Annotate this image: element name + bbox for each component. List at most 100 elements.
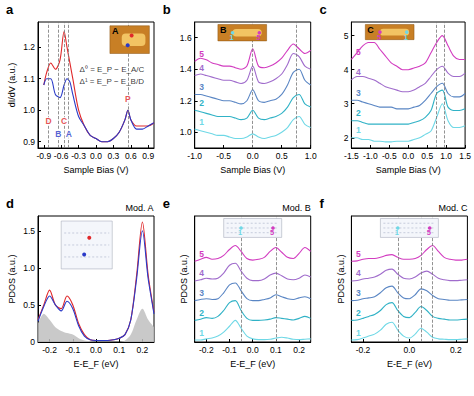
svg-text:1: 1 xyxy=(356,125,361,135)
svg-text:4: 4 xyxy=(356,67,361,77)
svg-text:2: 2 xyxy=(356,308,361,318)
svg-text:1.5: 1.5 xyxy=(23,226,35,236)
svg-text:0.0: 0.0 xyxy=(247,151,259,161)
svg-text:1.0: 1.0 xyxy=(440,151,452,161)
svg-text:-0.6: -0.6 xyxy=(54,151,69,161)
svg-text:dI/dV (a.u.): dI/dV (a.u.) xyxy=(7,63,17,108)
svg-text:0.2: 0.2 xyxy=(136,345,148,355)
svg-text:1.0: 1.0 xyxy=(23,263,35,273)
svg-text:1.4: 1.4 xyxy=(180,64,192,74)
svg-text:0.0: 0.0 xyxy=(403,345,415,355)
svg-text:0: 0 xyxy=(30,337,35,347)
svg-text:0.5: 0.5 xyxy=(421,151,433,161)
svg-text:Sample Bias (V): Sample Bias (V) xyxy=(376,165,441,175)
svg-text:5: 5 xyxy=(377,33,381,42)
svg-text:0.0: 0.0 xyxy=(90,151,102,161)
svg-text:C: C xyxy=(61,116,67,126)
svg-text:1.0: 1.0 xyxy=(23,105,35,115)
svg-text:1.2: 1.2 xyxy=(23,42,35,52)
svg-text:0.6: 0.6 xyxy=(125,151,137,161)
svg-text:0.5: 0.5 xyxy=(276,151,288,161)
svg-text:PDOS (a.u.): PDOS (a.u.) xyxy=(336,254,346,303)
svg-text:3: 3 xyxy=(344,99,349,109)
svg-text:1: 1 xyxy=(230,33,234,42)
svg-text:-0.9: -0.9 xyxy=(36,151,51,161)
svg-text:1: 1 xyxy=(356,328,361,338)
svg-text:Mod. C: Mod. C xyxy=(438,203,468,213)
svg-text:0.9: 0.9 xyxy=(142,151,154,161)
svg-text:3: 3 xyxy=(199,288,204,298)
svg-text:-0.2: -0.2 xyxy=(199,345,214,355)
svg-text:D: D xyxy=(45,116,51,126)
svg-text:-0.5: -0.5 xyxy=(382,151,397,161)
svg-text:5: 5 xyxy=(427,228,431,237)
svg-text:2: 2 xyxy=(199,98,204,108)
svg-text:E-E_F (eV): E-E_F (eV) xyxy=(73,359,118,369)
svg-text:Sample Bias (V): Sample Bias (V) xyxy=(220,165,285,175)
svg-text:5: 5 xyxy=(256,33,260,42)
svg-text:1: 1 xyxy=(238,228,242,237)
svg-text:d: d xyxy=(6,196,14,211)
svg-text:PDOS (a.u.): PDOS (a.u.) xyxy=(7,254,17,303)
svg-text:Mod. A: Mod. A xyxy=(125,203,153,213)
svg-text:0.5: 0.5 xyxy=(23,300,35,310)
svg-text:-0.2: -0.2 xyxy=(42,345,57,355)
svg-text:1.6: 1.6 xyxy=(180,33,192,43)
svg-text:1: 1 xyxy=(199,328,204,338)
svg-text:P: P xyxy=(125,94,131,104)
svg-text:5: 5 xyxy=(270,228,274,237)
svg-text:4: 4 xyxy=(344,65,349,75)
svg-text:0.0: 0.0 xyxy=(90,345,102,355)
svg-text:0.2: 0.2 xyxy=(293,345,305,355)
svg-text:Sample Bias (V): Sample Bias (V) xyxy=(63,165,128,175)
svg-text:-1.0: -1.0 xyxy=(187,151,202,161)
svg-text:A: A xyxy=(112,26,119,36)
svg-text:Mod. B: Mod. B xyxy=(282,203,311,213)
svg-text:1.0: 1.0 xyxy=(305,151,317,161)
svg-text:f: f xyxy=(319,196,324,211)
svg-text:1: 1 xyxy=(199,117,204,127)
svg-text:0.9: 0.9 xyxy=(23,137,35,147)
svg-text:1: 1 xyxy=(404,33,408,42)
svg-text:-0.2: -0.2 xyxy=(356,345,371,355)
svg-text:-1.0: -1.0 xyxy=(363,151,378,161)
svg-text:4: 4 xyxy=(356,268,361,278)
svg-text:-0.3: -0.3 xyxy=(71,151,86,161)
svg-text:-0.5: -0.5 xyxy=(216,151,231,161)
svg-text:1.5: 1.5 xyxy=(459,151,471,161)
svg-text:e: e xyxy=(163,196,170,211)
svg-text:-1.5: -1.5 xyxy=(344,151,359,161)
svg-text:0.0: 0.0 xyxy=(402,151,414,161)
svg-text:B: B xyxy=(55,129,61,139)
svg-text:4: 4 xyxy=(199,268,204,278)
svg-text:5: 5 xyxy=(199,249,204,259)
svg-text:0.1: 0.1 xyxy=(113,345,125,355)
svg-text:B: B xyxy=(220,25,227,35)
svg-text:3: 3 xyxy=(199,82,204,92)
svg-text:E-E_F (eV): E-E_F (eV) xyxy=(230,359,275,369)
svg-text:1.1: 1.1 xyxy=(23,74,35,84)
svg-text:5: 5 xyxy=(356,47,361,57)
svg-text:0.2: 0.2 xyxy=(450,345,462,355)
svg-text:0.0: 0.0 xyxy=(247,345,259,355)
svg-text:A: A xyxy=(66,129,72,139)
svg-text:0.3: 0.3 xyxy=(107,151,119,161)
svg-text:5: 5 xyxy=(199,49,204,59)
svg-text:E-E_F (eV): E-E_F (eV) xyxy=(387,359,432,369)
svg-text:2: 2 xyxy=(356,108,361,118)
svg-text:-0.1: -0.1 xyxy=(222,345,237,355)
svg-text:PDOS (a.u.): PDOS (a.u.) xyxy=(179,254,189,303)
svg-text:b: b xyxy=(163,2,171,17)
svg-text:3: 3 xyxy=(356,88,361,98)
svg-text:-0.1: -0.1 xyxy=(65,345,80,355)
svg-text:3: 3 xyxy=(356,288,361,298)
svg-text:5: 5 xyxy=(344,31,349,41)
svg-text:1.2: 1.2 xyxy=(180,96,192,106)
svg-text:C: C xyxy=(367,25,374,35)
svg-text:4: 4 xyxy=(199,63,204,73)
svg-text:2: 2 xyxy=(199,308,204,318)
svg-text:2: 2 xyxy=(344,133,349,143)
svg-text:a: a xyxy=(6,2,14,17)
svg-text:1: 1 xyxy=(395,228,399,237)
svg-text:5: 5 xyxy=(356,249,361,259)
